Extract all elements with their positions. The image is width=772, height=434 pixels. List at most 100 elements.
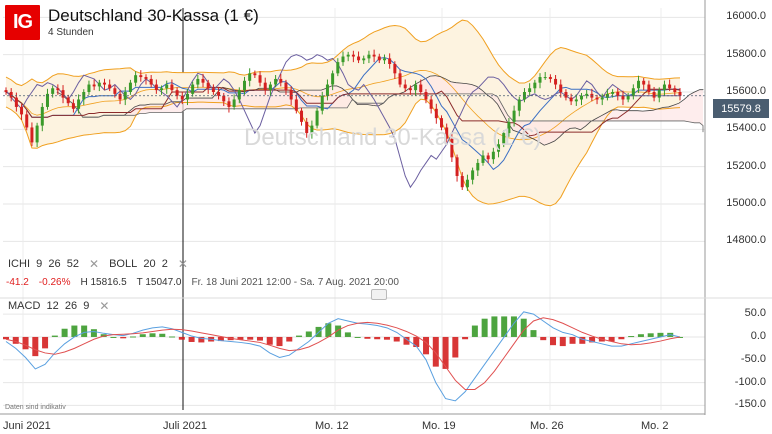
macd-histogram-bar	[510, 316, 517, 337]
chart-watermark: Deutschland 30-Kassa (1 €)	[244, 124, 542, 151]
macd-histogram-bar	[276, 336, 283, 347]
candle-body	[175, 90, 179, 96]
macd-histogram-bar	[383, 336, 390, 340]
candle-body	[279, 78, 283, 83]
candle-body	[408, 88, 412, 91]
remove-macd-icon[interactable]: ✕	[99, 299, 110, 313]
timeframe-label: 4 Stunden	[48, 27, 94, 38]
signal-line	[5, 317, 681, 390]
last-price-tag: 15579.8	[713, 99, 769, 118]
macd-histogram-bar	[657, 332, 664, 337]
candle-body	[668, 84, 672, 89]
macd-histogram-bar	[139, 334, 146, 337]
macd-histogram-bar	[71, 325, 78, 337]
macd-histogram-bar	[247, 336, 254, 340]
bollinger-band-fill	[6, 20, 680, 206]
macd-histogram-bar	[374, 336, 381, 340]
candle-body	[108, 84, 112, 89]
candle-body	[465, 179, 469, 188]
candle-body	[300, 110, 304, 122]
macd-axis-tick: 50.0	[744, 307, 766, 320]
candle-body	[434, 108, 438, 119]
macd-histogram-bar	[90, 329, 97, 337]
candle-body	[486, 155, 490, 160]
candle-body	[40, 106, 44, 126]
macd-histogram-bar	[393, 336, 400, 342]
candle-body	[325, 84, 329, 96]
candle-body	[600, 97, 604, 100]
macd-histogram-bar	[589, 336, 596, 343]
candle-body	[258, 75, 262, 83]
macd-histogram-bar	[325, 323, 332, 337]
candle-body	[180, 95, 184, 100]
candlesticks	[3, 49, 705, 191]
candle-body	[14, 97, 18, 107]
candle-body	[678, 92, 682, 96]
candle-body	[357, 56, 361, 61]
candle-body	[217, 92, 221, 96]
candle-body	[253, 73, 257, 76]
candle-body	[377, 56, 381, 61]
macd-histogram-bar	[22, 336, 29, 350]
candle-body	[455, 157, 459, 176]
macd-histogram-bar	[256, 336, 263, 341]
panel-resize-handle[interactable]	[371, 289, 387, 300]
macd-histogram-bar	[481, 318, 488, 337]
candle-body	[341, 56, 345, 63]
macd-panel	[3, 311, 683, 402]
candle-body	[331, 73, 335, 85]
candle-body	[71, 103, 75, 109]
macd-histogram-bar	[608, 336, 615, 342]
macd-histogram-bar	[129, 336, 136, 338]
macd-axis-tick: -50.0	[740, 352, 766, 365]
candle-body	[315, 110, 319, 126]
macd-axis-tick: 0.0	[750, 329, 766, 342]
candle-body	[393, 64, 397, 74]
candle-body	[289, 90, 293, 100]
candle-body	[242, 80, 246, 91]
candle-body	[616, 92, 620, 96]
candle-body	[564, 92, 568, 98]
candle-body	[528, 88, 532, 92]
candle-body	[123, 92, 127, 100]
ichimoku-label[interactable]: ICHI 9 26 52	[8, 258, 79, 270]
candle-body	[268, 84, 272, 91]
candle-body	[211, 88, 215, 92]
remove-ichimoku-icon[interactable]: ✕	[89, 257, 100, 271]
candle-body	[284, 82, 288, 91]
candle-body	[196, 78, 200, 85]
candle-body	[419, 84, 423, 92]
candle-body	[543, 77, 547, 79]
candle-body	[372, 54, 376, 57]
macd-legend: MACD 12 26 9 ✕	[8, 299, 113, 313]
candle-body	[569, 97, 573, 102]
high-value: H 15816.5	[80, 277, 127, 288]
bollinger-label[interactable]: BOLL 20 2	[109, 258, 168, 270]
macd-histogram-bar	[32, 336, 39, 357]
chikou-line	[5, 54, 680, 189]
candle-body	[206, 82, 210, 89]
candle-body	[657, 90, 661, 98]
macd-histogram-bar	[540, 336, 547, 341]
macd-histogram-bar	[413, 336, 420, 347]
macd-histogram-bar	[628, 336, 635, 338]
candle-body	[222, 95, 226, 102]
bollinger-upper-line	[5, 19, 681, 87]
candle-body	[154, 84, 158, 91]
macd-histogram-bar	[266, 336, 273, 345]
remove-bollinger-icon[interactable]: ✕	[177, 257, 188, 271]
price-axis-tick: 15000.0	[726, 197, 766, 209]
candle-body	[346, 54, 350, 57]
macd-histogram-bar	[81, 325, 88, 337]
macd-histogram-bar	[530, 330, 537, 337]
candle-body	[595, 97, 599, 100]
macd-histogram-bar	[637, 334, 644, 337]
candle-body	[113, 88, 117, 94]
indicative-note: Daten sind indikativ	[5, 404, 66, 411]
macd-histogram-bar	[3, 336, 9, 340]
macd-label[interactable]: MACD 12 26 9	[8, 300, 90, 312]
candle-body	[61, 90, 65, 98]
candle-body	[97, 82, 101, 87]
macd-histogram-bar	[354, 336, 361, 338]
